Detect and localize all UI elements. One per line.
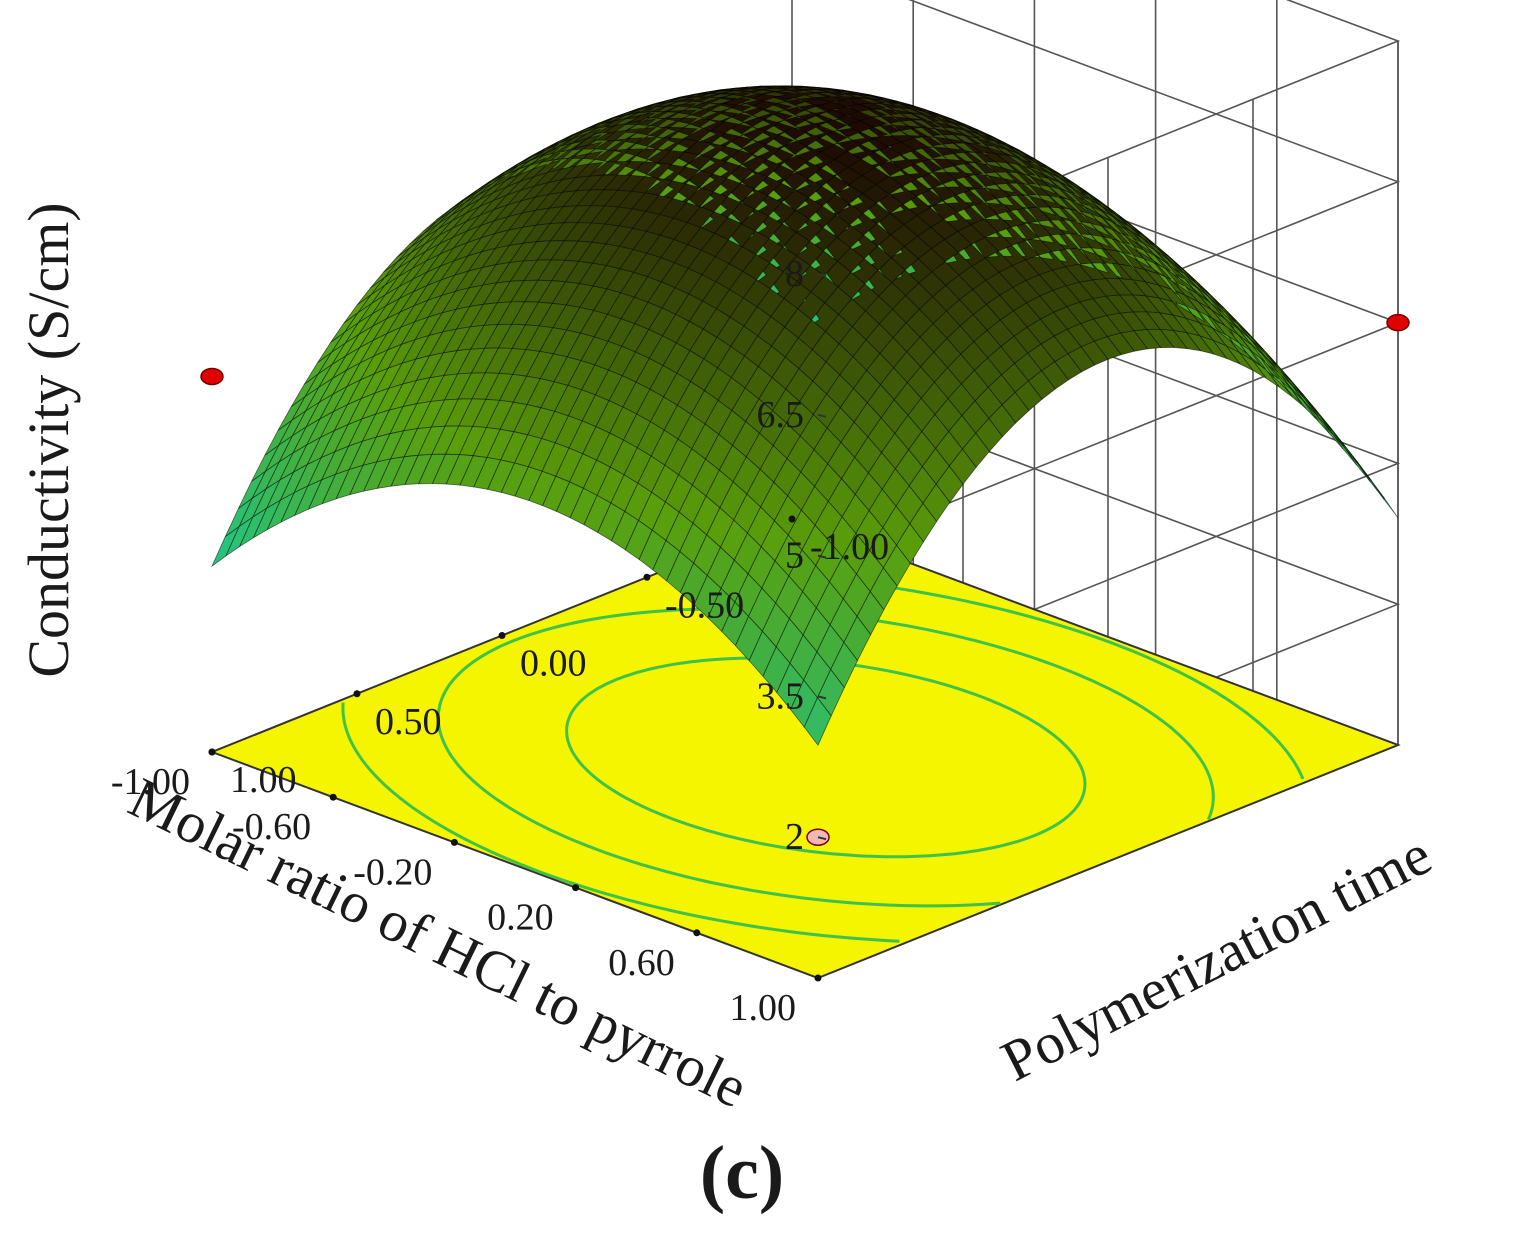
x-tick (693, 929, 701, 937)
x-tick (814, 974, 822, 982)
x-tick-label: -0.20 (353, 851, 432, 893)
y-tick (208, 748, 216, 756)
z-tick (817, 836, 827, 841)
response-surface (211, 85, 1399, 746)
z-axis-title: Conductivity (S/cm) (16, 202, 81, 677)
z-tick (817, 695, 827, 700)
y-tick-label: 0.50 (375, 701, 442, 743)
z-tick-label: 2 (785, 816, 804, 858)
z-tick (817, 554, 827, 559)
y-tick-label: 0.00 (520, 643, 587, 685)
y-tick-label: 1.00 (230, 759, 297, 801)
x-tick (450, 838, 458, 846)
z-tick-label: 8 (785, 253, 804, 295)
x-tick (572, 884, 580, 892)
y-tick (353, 690, 361, 698)
x-tick-label: 0.20 (487, 897, 554, 939)
y-tick-label: -0.50 (665, 584, 744, 626)
y-tick (788, 515, 796, 523)
x-tick (329, 793, 337, 801)
z-tick (817, 413, 827, 418)
axis-ticks: 2 3.5 5 6.5 8 1.00 0.60 0.20 -0.20 -0.60 -1.00 -1.0… (111, 253, 889, 1029)
x-tick-label: -1.00 (111, 761, 190, 803)
floor-contour (436, 607, 1215, 908)
panel-label: (c) (700, 1131, 784, 1215)
surface-cell (211, 525, 240, 568)
z-tick-label: 3.5 (757, 675, 805, 717)
x-tick-label: 0.60 (608, 942, 675, 984)
floor-contour (565, 656, 1087, 859)
floor-contour (341, 702, 900, 943)
y-tick (643, 573, 651, 581)
z-tick-label: 6.5 (757, 394, 805, 436)
y-tick-label: -1.00 (810, 526, 889, 568)
z-tick-label: 5 (785, 535, 804, 577)
x-tick-label: -0.60 (232, 806, 311, 848)
y-tick (498, 632, 506, 639)
design-point (200, 367, 224, 386)
design-point (1386, 313, 1410, 332)
z-tick (817, 273, 827, 277)
x-tick-label: 1.00 (730, 987, 797, 1029)
